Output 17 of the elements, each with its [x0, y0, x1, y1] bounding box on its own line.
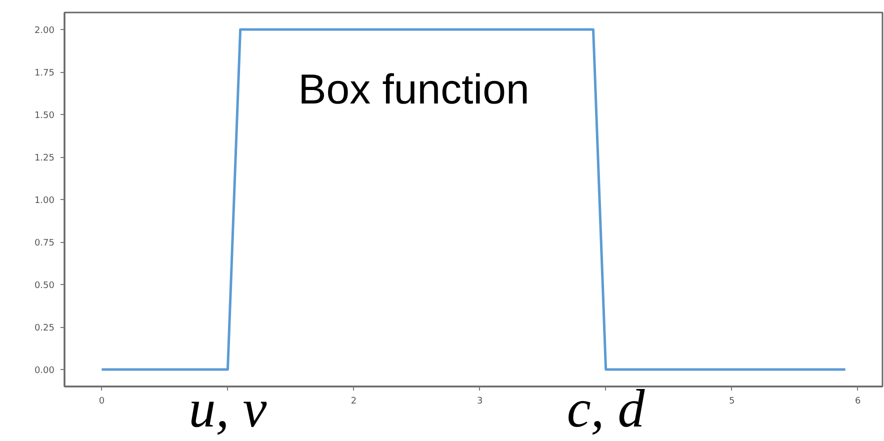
y-tick-label: 2.00	[34, 26, 55, 36]
annotation: c, d	[566, 378, 646, 438]
y-tick-label: 0.75	[34, 238, 55, 248]
y-tick-label: 0.00	[34, 366, 55, 376]
x-tick-label: 0	[98, 396, 105, 406]
annotation: u, v	[188, 378, 267, 438]
x-tick-label: 5	[729, 396, 735, 406]
y-tick-label: 1.00	[34, 196, 55, 206]
y-tick-label: 0.25	[34, 324, 55, 334]
x-tick-label: 3	[476, 396, 483, 406]
y-tick-label: 1.25	[34, 154, 55, 164]
y-tick-label: 1.75	[34, 68, 55, 78]
y-tick-label: 0.50	[34, 281, 55, 291]
y-tick-label: 1.50	[34, 111, 55, 121]
x-tick-label: 2	[350, 396, 357, 406]
x-tick-label: 6	[855, 396, 862, 406]
annotation: Box function	[298, 66, 530, 113]
